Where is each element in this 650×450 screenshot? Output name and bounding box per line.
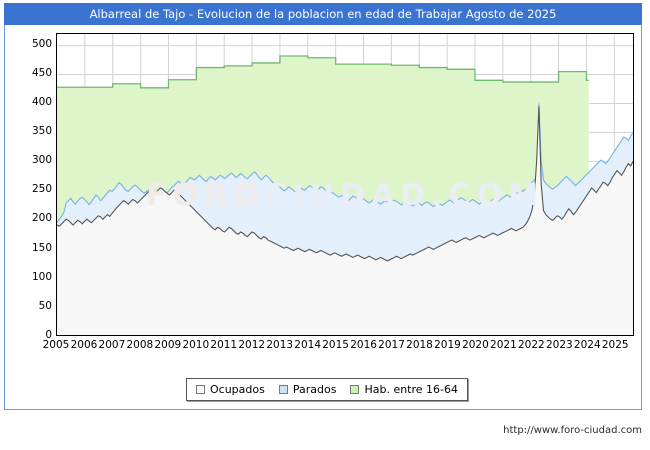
legend-item: Hab. entre 16-64	[350, 383, 458, 396]
series-line-hab-16-64	[57, 55, 589, 89]
x-tick-label: 2022	[517, 339, 545, 351]
series-area-ocupados	[57, 106, 633, 335]
x-tick-label: 2010	[182, 339, 210, 351]
y-axis: 0 50 100 150 200 250 300 350 400 450 500	[2, 0, 52, 450]
x-tick-label: 2017	[378, 339, 405, 351]
legend-label: Ocupados	[210, 383, 265, 396]
x-tick-label: 2013	[266, 339, 294, 351]
plot-area	[56, 33, 634, 336]
legend-swatch-icon	[196, 385, 205, 394]
x-tick-label: 2020	[462, 339, 489, 351]
y-tick-label: 350	[31, 125, 52, 138]
x-tick-label: 2008	[126, 339, 154, 351]
x-tick-label: 2009	[154, 339, 182, 351]
y-tick-label: 150	[31, 241, 52, 254]
chart-legend: Ocupados Parados Hab. entre 16-64	[186, 378, 469, 401]
legend-swatch-icon	[278, 385, 288, 394]
x-tick-label: 2016	[350, 339, 377, 351]
x-tick-label: 2014	[294, 339, 322, 351]
y-tick-label: 450	[31, 66, 52, 79]
page-title: Albarreal de Tajo - Evolucion de la pobl…	[4, 3, 642, 25]
x-tick-label: 2012	[238, 339, 266, 351]
y-tick-label: 250	[31, 183, 52, 196]
legend-label: Parados	[292, 383, 337, 396]
x-tick-label: 2007	[98, 339, 126, 351]
legend-label: Hab. entre 16-64	[364, 383, 459, 396]
x-tick-label: 2006	[70, 339, 98, 351]
x-tick-label: 2019	[434, 339, 461, 351]
x-axis: 2005 2006 2007 2008 2009 2010 2011 2012 2013 2014…	[0, 339, 650, 355]
x-tick-label: 2015	[322, 339, 349, 351]
series-line-ocupados	[57, 106, 633, 262]
footer-url: http://www.foro-ciudad.com	[503, 425, 642, 436]
x-tick-label: 2023	[545, 339, 573, 351]
y-tick-label: 300	[31, 154, 52, 167]
y-tick-label: 50	[38, 299, 52, 312]
legend-item: Parados	[278, 383, 337, 396]
y-tick-label: 200	[31, 212, 52, 225]
legend-item: Ocupados	[196, 383, 265, 396]
x-tick-label: 2025	[601, 339, 629, 351]
x-tick-label: 2024	[573, 339, 601, 351]
x-tick-label: 2021	[490, 339, 517, 351]
y-tick-label: 400	[31, 95, 52, 108]
y-tick-label: 100	[31, 270, 52, 283]
plot-svg	[57, 34, 633, 335]
x-tick-label: 2011	[210, 339, 238, 351]
legend-swatch-icon	[350, 385, 360, 394]
x-tick-label: 2018	[406, 339, 433, 351]
x-tick-label: 2005	[42, 339, 70, 351]
y-tick-label: 500	[31, 37, 52, 50]
y-tick-label: 0	[45, 329, 52, 341]
